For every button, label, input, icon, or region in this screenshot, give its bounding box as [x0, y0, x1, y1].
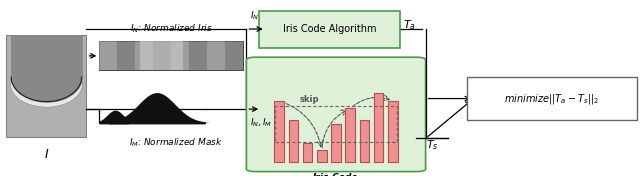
FancyBboxPatch shape [117, 41, 135, 70]
Ellipse shape [10, 61, 83, 107]
FancyBboxPatch shape [140, 41, 183, 70]
FancyBboxPatch shape [153, 41, 172, 70]
Ellipse shape [39, 75, 54, 93]
Text: $I_N, I_M$: $I_N, I_M$ [250, 116, 272, 129]
FancyBboxPatch shape [246, 57, 426, 172]
FancyBboxPatch shape [332, 124, 340, 162]
FancyBboxPatch shape [467, 77, 637, 120]
FancyBboxPatch shape [289, 120, 298, 162]
FancyBboxPatch shape [259, 11, 400, 48]
FancyBboxPatch shape [135, 41, 153, 70]
FancyBboxPatch shape [172, 41, 189, 70]
FancyBboxPatch shape [225, 41, 243, 70]
FancyBboxPatch shape [189, 41, 207, 70]
Text: Iris Code Algorithm: Iris Code Algorithm [283, 24, 376, 34]
Text: $I$: $I$ [44, 148, 49, 161]
FancyBboxPatch shape [374, 93, 383, 162]
FancyBboxPatch shape [275, 101, 284, 162]
FancyBboxPatch shape [317, 150, 326, 162]
Text: $I_M$: Normalized Mask: $I_M$: Normalized Mask [129, 136, 223, 149]
FancyBboxPatch shape [388, 101, 397, 162]
Text: skip: skip [300, 95, 319, 105]
FancyBboxPatch shape [207, 41, 225, 70]
FancyBboxPatch shape [360, 120, 369, 162]
Text: $minimize||T_a - T_s||_2$: $minimize||T_a - T_s||_2$ [504, 92, 600, 106]
Ellipse shape [31, 67, 61, 102]
FancyBboxPatch shape [303, 143, 312, 162]
Text: Iris-Code: Iris-Code [313, 173, 359, 176]
Text: $I_N, I_M$: $I_N, I_M$ [250, 10, 272, 22]
FancyBboxPatch shape [6, 35, 86, 137]
FancyBboxPatch shape [346, 108, 355, 162]
FancyBboxPatch shape [99, 41, 117, 70]
Text: $I_N$: Normalized Iris: $I_N$: Normalized Iris [130, 23, 212, 35]
FancyBboxPatch shape [99, 41, 243, 70]
Text: $T_a$: $T_a$ [403, 18, 416, 32]
Text: $T_s$: $T_s$ [426, 139, 438, 152]
